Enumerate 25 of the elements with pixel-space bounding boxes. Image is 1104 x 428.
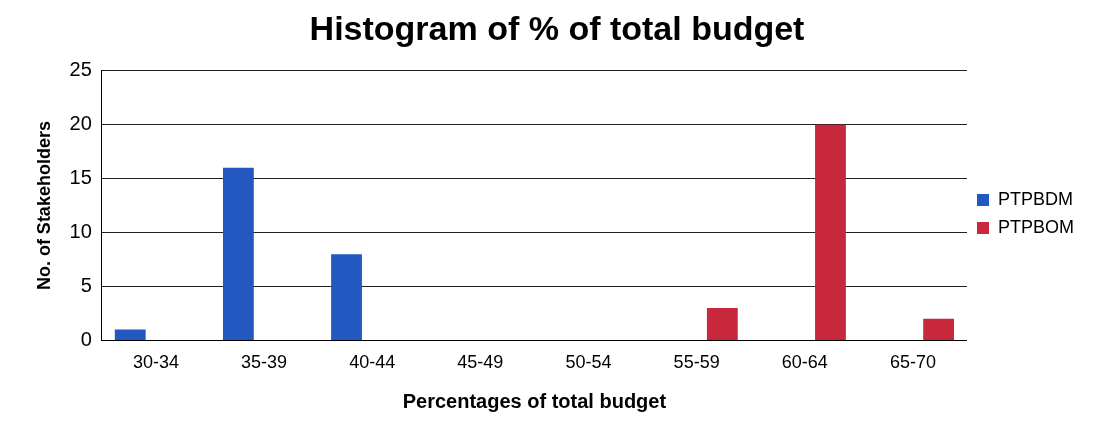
- y-tick-label: 10: [69, 220, 92, 243]
- y-tick-label: 0: [80, 327, 92, 350]
- x-tick-label: 60-64: [781, 352, 828, 373]
- x-tick-label: 40-44: [349, 352, 396, 373]
- bar: [331, 254, 362, 340]
- x-tick-label: 45-49: [457, 352, 504, 373]
- x-tick-label: 55-59: [673, 352, 720, 373]
- x-axis-title: Percentages of total budget: [402, 389, 667, 412]
- bar: [815, 124, 846, 340]
- bar: [222, 167, 254, 340]
- chart-title: Histogram of % of total budget: [309, 8, 805, 47]
- x-tick-label: 50-54: [565, 352, 612, 373]
- y-tick-label: 15: [69, 166, 92, 189]
- bar: [114, 329, 146, 340]
- y-tick-label: 5: [80, 274, 92, 296]
- y-axis-title: No. of Stakeholders: [33, 121, 54, 291]
- y-tick-label: 25: [69, 58, 92, 81]
- x-tick-label: 35-39: [241, 352, 288, 373]
- x-tick-label: 65-70: [889, 352, 936, 373]
- bar: [706, 308, 738, 340]
- y-tick-label: 20: [69, 112, 92, 135]
- legend-label: PTPBOM: [997, 216, 1075, 237]
- legend-label: PTPBDM: [997, 188, 1074, 209]
- x-tick-label: 30-34: [132, 352, 179, 373]
- bar: [923, 318, 955, 340]
